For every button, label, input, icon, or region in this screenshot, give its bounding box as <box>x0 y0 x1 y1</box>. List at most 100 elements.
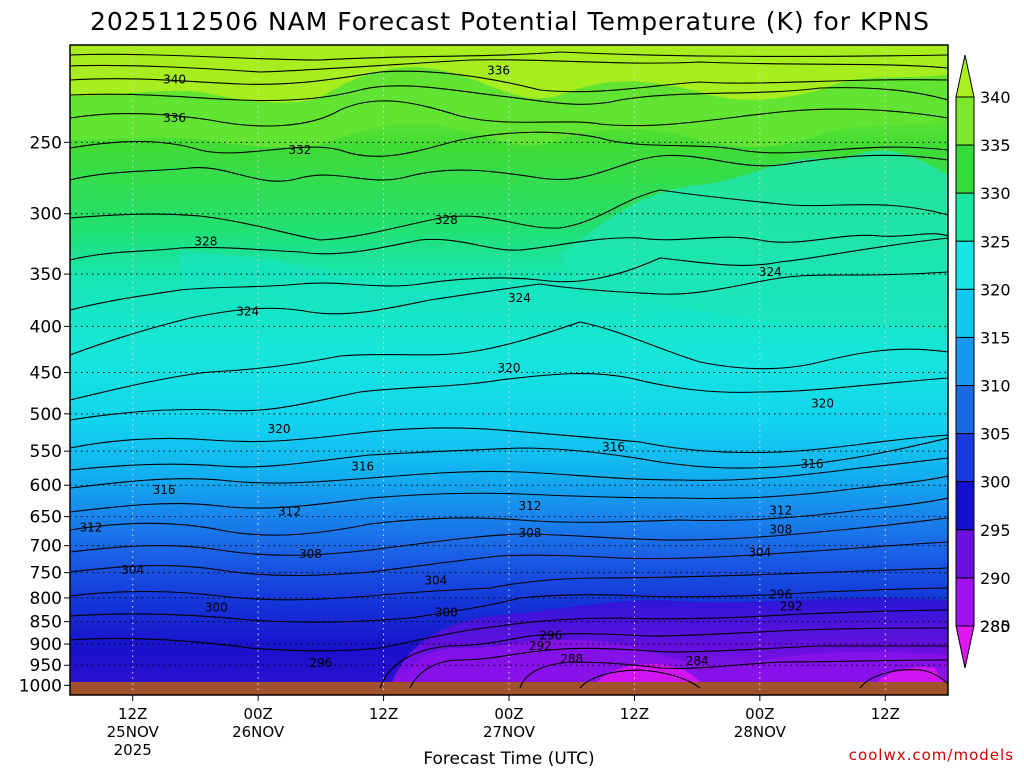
colorbar-label: 290 <box>980 569 1011 588</box>
x-tick-label: 12Z <box>871 705 900 723</box>
contour-line <box>70 587 948 623</box>
contour-label: 296 <box>309 656 332 670</box>
colorbar-segment <box>955 288 975 338</box>
contour-line <box>70 271 948 356</box>
contour-label: 316 <box>351 460 374 474</box>
contour-line <box>70 497 948 536</box>
contour-label: 328 <box>435 213 458 227</box>
y-tick-label: 450 <box>30 364 62 384</box>
x-tick-label: 2025 <box>114 741 152 759</box>
contour-label: 308 <box>518 526 541 540</box>
contour-line <box>859 669 948 689</box>
contour-line <box>70 154 948 182</box>
colorbar-segment <box>955 529 975 579</box>
contour-label: 296 <box>769 587 792 601</box>
colorbar-label: 315 <box>980 328 1011 347</box>
contour-line <box>579 669 701 689</box>
contour-line <box>70 233 948 261</box>
contour-line <box>519 659 948 689</box>
contour-label: 320 <box>268 422 291 436</box>
y-tick-label: 900 <box>30 635 62 655</box>
y-tick-label: 350 <box>30 265 62 285</box>
colorbar-label: 280 <box>980 617 1011 636</box>
colorbar-label: 330 <box>980 184 1011 203</box>
colorbar-label: 285 <box>980 617 1011 636</box>
contour-label: 308 <box>769 523 792 537</box>
contour-label: 332 <box>288 143 311 157</box>
contour-label: 312 <box>769 504 792 518</box>
y-tick-label: 250 <box>30 133 62 153</box>
colorbar-segment <box>955 385 975 435</box>
colorbar-label: 310 <box>980 377 1011 396</box>
contour-label: 292 <box>529 639 552 653</box>
contour-label: 316 <box>801 457 824 471</box>
contour-label: 320 <box>498 361 521 375</box>
y-axis: 2503003504004505005506006507007508008509… <box>19 133 70 696</box>
contour-line <box>70 237 948 311</box>
colorbar-label: 320 <box>980 280 1011 299</box>
contour-label: 284 <box>686 654 709 668</box>
contour-line <box>70 437 948 471</box>
contour-label: 292 <box>780 600 803 614</box>
y-tick-label: 500 <box>30 405 62 425</box>
x-axis-label: Forecast Time (UTC) <box>423 749 594 768</box>
colorbar-label: 325 <box>980 232 1011 251</box>
x-tick-label: 25NOV <box>107 723 160 741</box>
contour-line <box>409 645 948 689</box>
colorbar-segment <box>955 336 975 387</box>
colorbar-segment <box>955 96 975 146</box>
y-tick-label: 1000 <box>19 676 62 696</box>
contour-label: 312 <box>278 505 301 519</box>
contour-label: 324 <box>236 304 259 318</box>
contour-lines <box>70 51 948 689</box>
colorbar-segment <box>955 54 975 98</box>
y-tick-label: 600 <box>30 476 62 496</box>
y-tick-label: 300 <box>30 205 62 225</box>
contour-line <box>70 475 948 513</box>
contour-line <box>70 51 948 61</box>
contour-label: 336 <box>487 63 510 77</box>
contour-line <box>70 372 948 421</box>
field-region-285 <box>400 639 948 690</box>
contour-label: 288 <box>560 652 583 666</box>
y-tick-label: 400 <box>30 317 62 337</box>
y-tick-label: 700 <box>30 537 62 557</box>
colorbar-segment <box>955 240 975 290</box>
contour-label: 312 <box>518 499 541 513</box>
filled-field <box>70 45 948 695</box>
chart-title: 2025112506 NAM Forecast Potential Temper… <box>90 7 930 36</box>
contour-line <box>70 100 948 127</box>
contour-line <box>70 567 948 601</box>
x-tick-label: 27NOV <box>483 723 536 741</box>
x-tick-label: 28NOV <box>734 723 787 741</box>
contour-label: 316 <box>153 483 176 497</box>
contour-label: 304 <box>121 563 144 577</box>
contour-line <box>70 189 948 241</box>
contour-line <box>70 59 948 73</box>
contour-line <box>379 627 948 689</box>
contour-line <box>70 427 948 454</box>
y-tick-label: 550 <box>30 442 62 462</box>
x-tick-label: 12Z <box>369 705 398 723</box>
colorbar-segment <box>955 192 975 242</box>
x-tick-label: 26NOV <box>232 723 285 741</box>
contour-label: 336 <box>163 111 186 125</box>
colorbar-label: 340 <box>980 88 1011 107</box>
colorbar-label: 335 <box>980 136 1011 155</box>
colorbar-label: 295 <box>980 521 1011 540</box>
x-tick-label: 00Z <box>243 705 272 723</box>
contour-line <box>70 85 948 105</box>
contour-label: 328 <box>194 234 217 248</box>
contour-line <box>70 70 948 93</box>
x-tick-label: 00Z <box>745 705 774 723</box>
credit-text: coolwx.com/models <box>849 746 1014 764</box>
field-region-322 <box>180 250 580 320</box>
colorbar-segment <box>955 481 975 531</box>
contour-label: 324 <box>508 291 531 305</box>
contour-line <box>70 609 948 652</box>
y-tick-label: 950 <box>30 656 62 676</box>
contour-label: 308 <box>299 547 322 561</box>
